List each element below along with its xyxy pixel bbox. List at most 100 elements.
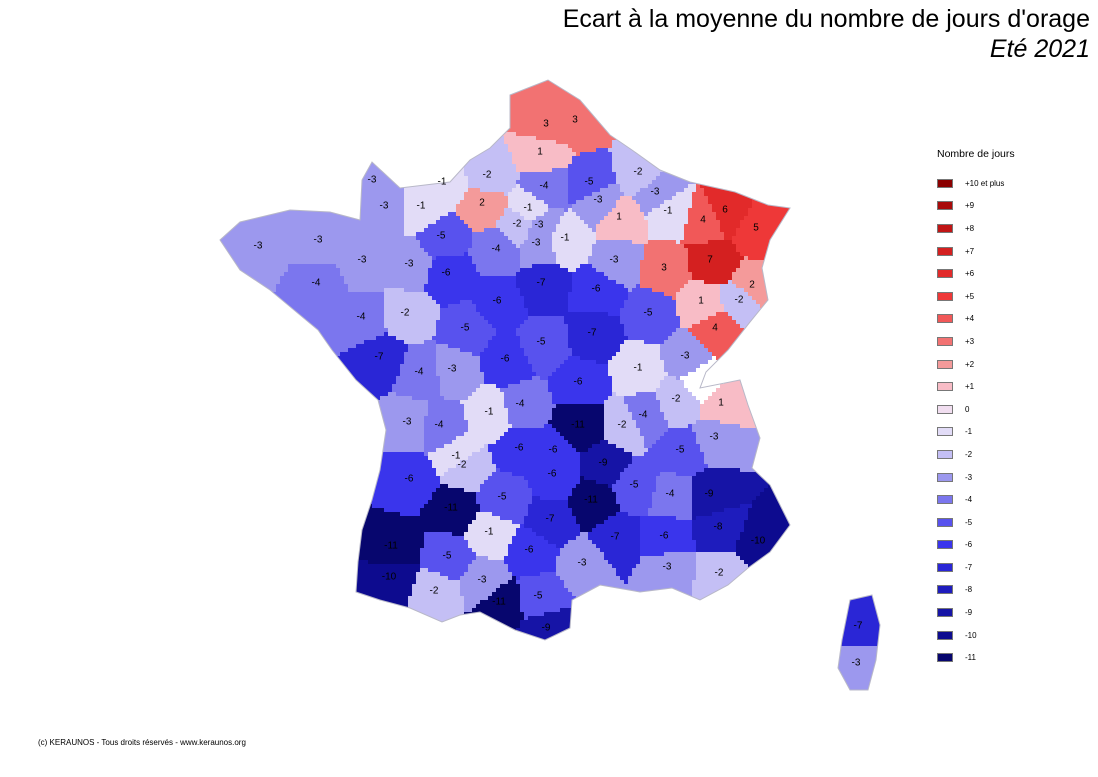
department-area	[564, 312, 628, 364]
department-value-label: -6	[548, 469, 557, 480]
legend-label: -7	[965, 562, 973, 572]
department-area	[500, 376, 556, 428]
department-value-label: -5	[461, 323, 470, 334]
department-area	[580, 440, 632, 488]
department-area	[516, 168, 572, 212]
department-area	[548, 404, 604, 452]
department-value-label: -7	[546, 514, 555, 525]
department-value-label: -11	[384, 541, 398, 552]
legend-label: +3	[965, 336, 975, 346]
department-value-label: -2	[458, 460, 467, 471]
legend-swatch	[937, 404, 953, 414]
department-value-label: -4	[415, 367, 424, 378]
department-area	[644, 184, 696, 244]
department-value-label: -2	[735, 295, 744, 306]
department-area	[504, 524, 560, 580]
legend-label: -6	[965, 540, 973, 550]
department-area	[424, 252, 480, 308]
department-area	[464, 512, 520, 560]
department-area	[440, 444, 496, 492]
department-value-label: -3	[403, 417, 412, 428]
department-value-label: 1	[698, 296, 704, 307]
legend-label: +9	[965, 201, 975, 211]
legend-label: +6	[965, 269, 975, 279]
department-value-label: -1	[452, 451, 461, 462]
legend-items: +10 et plus +9 +8 +7 +6 +5 +4 +3 +2 +1 0 -1 -2 -3 -4 -5…	[937, 172, 1015, 669]
department-area	[524, 464, 580, 500]
department-area	[536, 424, 580, 464]
department-value-label: -7	[611, 532, 620, 543]
department-value-label: -3	[405, 259, 414, 270]
department-value-label: -6	[501, 354, 510, 365]
department-area	[460, 384, 512, 444]
legend-item: 0	[937, 398, 1015, 421]
department-value-label: -6	[442, 268, 451, 279]
department-area	[436, 344, 484, 400]
legend-label: -3	[965, 472, 973, 482]
department-area	[680, 180, 724, 244]
map-subtitle: Eté 2021	[989, 35, 1090, 63]
department-area	[692, 468, 780, 520]
legend-swatch	[937, 178, 953, 188]
department-area	[480, 332, 536, 388]
department-value-label: -7	[375, 352, 384, 363]
department-value-label: -1	[485, 527, 494, 538]
legend-swatch	[937, 359, 953, 369]
department-value-label: -3	[535, 220, 544, 231]
legend-swatch	[937, 246, 953, 256]
department-area	[648, 424, 708, 476]
department-area	[624, 392, 668, 448]
department-value-label: -5	[534, 591, 543, 602]
department-area	[488, 428, 540, 476]
department-value-label: -6	[515, 443, 524, 454]
department-area	[528, 208, 564, 236]
legend-item: -3	[937, 466, 1015, 489]
department-value-label: -9	[599, 458, 608, 469]
department-area	[416, 484, 480, 536]
department-area	[568, 476, 620, 532]
department-value-label: 3	[661, 263, 667, 274]
department-value-label: 3	[543, 119, 549, 130]
legend-item: +5	[937, 285, 1015, 308]
department-value-label: -2	[715, 568, 724, 579]
legend-item: +4	[937, 308, 1015, 331]
department-value-label: -11	[571, 420, 585, 431]
department-value-label: -2	[401, 308, 410, 319]
department-area	[548, 356, 612, 404]
legend-swatch	[937, 585, 953, 595]
department-value-label: -2	[513, 219, 522, 230]
department-area	[228, 80, 412, 212]
department-area	[384, 288, 440, 344]
department-value-label: -2	[483, 170, 492, 181]
department-value-label: -7	[537, 278, 546, 289]
legend-label: -8	[965, 585, 973, 595]
department-value-label: 1	[616, 212, 622, 223]
department-area	[656, 376, 700, 428]
department-area	[624, 552, 696, 690]
legend-label: 0	[965, 404, 970, 414]
legend-item: -9	[937, 601, 1015, 624]
legend-item: -8	[937, 579, 1015, 602]
legend-swatch	[937, 269, 953, 279]
department-value-label: -4	[492, 244, 501, 255]
department-value-label: -3	[578, 558, 587, 569]
department-value-label: -3	[478, 575, 487, 586]
department-value-label: -5	[676, 445, 685, 456]
department-area	[648, 472, 692, 520]
department-area	[588, 240, 644, 292]
department-value-label: -1	[485, 407, 494, 418]
legend-item: -10	[937, 624, 1015, 647]
department-value-label: -5	[443, 551, 452, 562]
legend-item: -2	[937, 443, 1015, 466]
department-area	[444, 80, 564, 144]
department-area	[640, 516, 696, 556]
department-value-label: -11	[492, 597, 506, 608]
department-value-label: 2	[749, 280, 755, 291]
department-area	[456, 188, 508, 232]
legend-item: +9	[937, 195, 1015, 218]
department-value-label: -7	[854, 621, 863, 632]
legend-label: +2	[965, 359, 975, 369]
department-area	[428, 432, 484, 476]
department-value-label: -2	[634, 167, 643, 178]
